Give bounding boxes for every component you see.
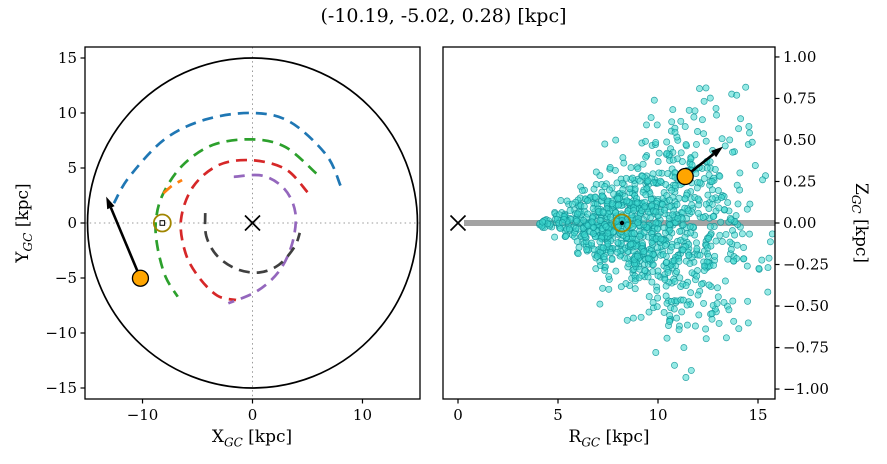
velocity-arrow-icon — [106, 196, 142, 279]
svg-text:−10: −10 — [45, 324, 77, 342]
spiral-arm-scutum-purple — [227, 173, 298, 305]
x-axis-label-xy: XGC [kpc] — [211, 427, 293, 450]
target-star-marker — [676, 167, 694, 186]
svg-text:15: 15 — [748, 406, 767, 424]
target-star-marker — [131, 269, 150, 287]
svg-text:−5: −5 — [55, 269, 77, 287]
xy-axis-ticks: −10 0 10 −15 −10 −5 0 5 10 15 — [45, 49, 372, 424]
spiral-arm-sagittarius-red — [179, 158, 309, 302]
svg-text:0.50: 0.50 — [783, 131, 816, 149]
spiral-arm-perseus-blue — [112, 111, 342, 204]
svg-text:0: 0 — [248, 406, 258, 424]
svg-text:0.75: 0.75 — [783, 89, 816, 107]
svg-text:0: 0 — [67, 214, 77, 232]
svg-text:−1.00: −1.00 — [783, 380, 829, 398]
rz-axis-ticks: 0 5 10 15 −1.00 −0.75 −0.50 −0.25 0.00 0.25 0.50 0.… — [453, 48, 829, 424]
galactic-center-cross-icon — [449, 214, 467, 232]
svg-text:0.25: 0.25 — [783, 172, 816, 190]
figure-title: (-10.19, -5.02, 0.28) [kpc] — [320, 5, 567, 27]
y-axis-label-xy: YGC [kpc] — [12, 183, 36, 263]
svg-text:0.00: 0.00 — [783, 214, 816, 232]
svg-text:−0.50: −0.50 — [783, 297, 829, 315]
sun-marker-icon — [152, 213, 172, 233]
svg-text:−0.25: −0.25 — [783, 256, 829, 274]
svg-text:−15: −15 — [45, 379, 77, 397]
svg-text:10: 10 — [58, 104, 77, 122]
x-axis-label-rz: RGC [kpc] — [568, 427, 650, 450]
svg-text:10: 10 — [353, 406, 372, 424]
y-axis-label-rz: ZGC [kpc] — [848, 183, 872, 263]
svg-text:−10: −10 — [127, 406, 159, 424]
svg-text:0: 0 — [453, 406, 463, 424]
star-sample-scatter-points — [536, 83, 775, 381]
svg-text:10: 10 — [648, 406, 667, 424]
svg-text:5: 5 — [553, 406, 563, 424]
svg-text:1.00: 1.00 — [783, 48, 816, 66]
spiral-arm-local-orange — [162, 178, 183, 195]
xy-plot-content — [85, 47, 420, 399]
sun-marker-icon — [612, 213, 632, 233]
spiral-arm-outer-green — [154, 137, 318, 298]
svg-text:5: 5 — [67, 159, 77, 177]
svg-text:15: 15 — [58, 49, 77, 67]
galactic-center-cross-icon — [244, 214, 261, 232]
galaxy-outline-circle — [86, 57, 419, 389]
rz-plot-content — [449, 83, 775, 381]
svg-text:−0.75: −0.75 — [783, 339, 829, 357]
spiral-arm-norma-gray — [203, 213, 302, 275]
